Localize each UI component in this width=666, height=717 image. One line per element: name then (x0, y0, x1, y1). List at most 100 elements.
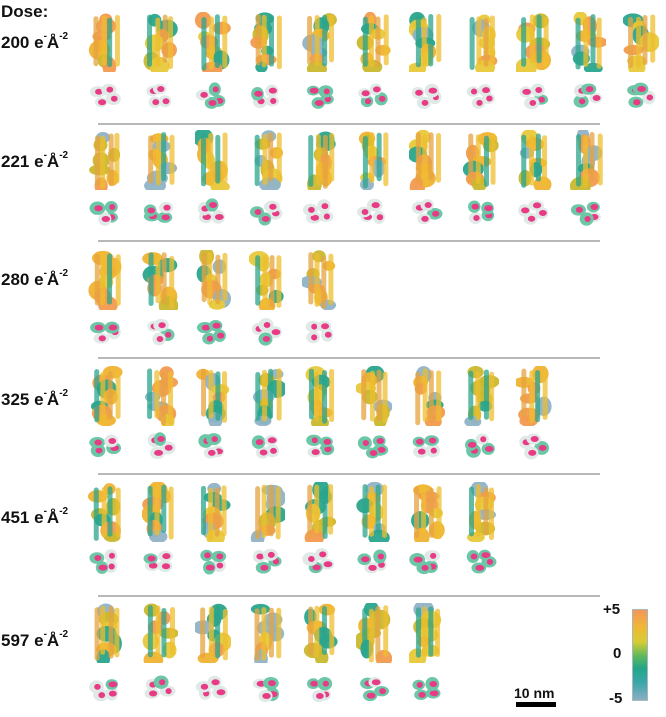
dose-label-451: 451 e-Å-2 (1, 506, 69, 527)
density-map-top-view (144, 675, 176, 699)
density-map-top-view (518, 200, 549, 225)
density-map-top-view (251, 435, 279, 459)
colorbar-mid-label: 0 (613, 645, 622, 662)
density-map-top-view (356, 198, 385, 224)
density-map-top-view (573, 83, 602, 108)
dose-label-325: 325 e-Å-2 (1, 388, 69, 409)
density-map-side-view (142, 603, 178, 663)
dose-label-221: 221 e-Å-2 (1, 150, 69, 171)
row-divider (98, 123, 600, 125)
density-map-top-view (89, 200, 118, 226)
density-map-top-view (466, 549, 496, 574)
density-map-top-view (252, 548, 282, 574)
row-divider (98, 473, 600, 475)
row-divider (98, 240, 600, 242)
density-map-side-view (516, 366, 552, 426)
density-map-top-view (198, 433, 225, 459)
density-map-side-view (302, 250, 337, 310)
density-map-side-view (466, 482, 496, 542)
density-map-top-view (89, 549, 118, 574)
density-map-side-view (305, 366, 335, 426)
density-map-top-view (200, 549, 227, 575)
density-map-top-view (409, 550, 441, 575)
dose-label-280: 280 e-Å-2 (1, 268, 69, 289)
scale-bar (516, 702, 556, 707)
density-map-side-view (355, 603, 392, 663)
density-map-side-view (89, 132, 121, 190)
density-map-top-view (306, 85, 334, 109)
density-map-side-view (195, 12, 231, 72)
density-map-side-view (253, 130, 283, 190)
density-map-top-view (411, 83, 442, 110)
colorbar-min-label: -5 (609, 690, 623, 707)
row-divider (98, 357, 600, 359)
density-map-top-view (302, 548, 335, 574)
density-map-side-view (144, 366, 178, 426)
density-map-side-view (143, 132, 177, 190)
density-map-side-view (250, 603, 284, 663)
density-map-side-view (141, 252, 178, 310)
density-map-top-view (251, 318, 282, 346)
density-map-top-view (90, 321, 121, 344)
density-map-side-view (409, 130, 442, 190)
density-map-top-view (570, 201, 601, 226)
density-map-top-view (89, 434, 122, 458)
density-map-side-view (355, 482, 390, 542)
density-map-side-view (411, 484, 445, 542)
scale-bar-label: 10 nm (514, 685, 555, 701)
colorbar (632, 609, 648, 701)
density-map-top-view (357, 83, 388, 108)
density-map-top-view (357, 435, 388, 459)
density-map-side-view (469, 14, 497, 72)
density-map-side-view (569, 130, 603, 190)
dose-label-597: 597 e-Å-2 (1, 629, 69, 650)
density-map-top-view (143, 550, 173, 573)
colorbar-max-label: +5 (603, 601, 621, 618)
density-map-side-view (307, 131, 336, 190)
density-map-side-view (141, 482, 174, 542)
density-map-top-view (306, 434, 335, 458)
density-map-top-view (250, 84, 279, 109)
density-map-top-view (412, 677, 441, 700)
density-map-side-view (88, 13, 120, 72)
density-map-side-view (88, 483, 121, 542)
density-map-side-view (462, 132, 499, 190)
density-map-top-view (249, 200, 282, 226)
density-map-top-view (143, 201, 173, 223)
density-map-side-view (94, 603, 122, 663)
density-map-side-view (623, 13, 659, 72)
density-map-top-view (627, 82, 656, 108)
density-map-top-view (466, 84, 495, 109)
density-map-side-view (355, 366, 392, 426)
density-map-side-view (196, 250, 231, 310)
row-divider (98, 595, 600, 597)
density-map-side-view (90, 366, 123, 426)
density-map-top-view (356, 549, 387, 574)
density-map-top-view (519, 83, 549, 110)
density-map-side-view (358, 131, 388, 190)
density-map-top-view (411, 199, 443, 225)
density-map-side-view (304, 482, 337, 542)
density-map-top-view (145, 83, 171, 108)
density-map-side-view (413, 366, 445, 426)
density-map-side-view (463, 366, 499, 426)
dose-heading: Dose: (1, 2, 49, 21)
density-map-side-view (88, 250, 122, 310)
density-map-top-view (146, 318, 175, 346)
density-map-top-view (89, 83, 121, 108)
density-map-top-view (302, 199, 334, 224)
density-map-side-view (356, 12, 391, 72)
density-map-top-view (305, 320, 334, 344)
density-map-top-view (467, 200, 494, 225)
density-map-top-view (197, 198, 225, 224)
density-map-top-view (195, 675, 228, 700)
density-map-side-view (518, 130, 552, 190)
density-map-side-view (196, 368, 230, 426)
density-map-side-view (303, 603, 338, 663)
density-map-side-view (143, 13, 178, 72)
density-map-side-view (249, 12, 282, 72)
dose-label-200: 200 e-Å-2 (1, 31, 69, 52)
density-map-top-view (464, 433, 495, 458)
density-map-top-view (359, 676, 389, 702)
density-map-side-view (570, 12, 606, 72)
